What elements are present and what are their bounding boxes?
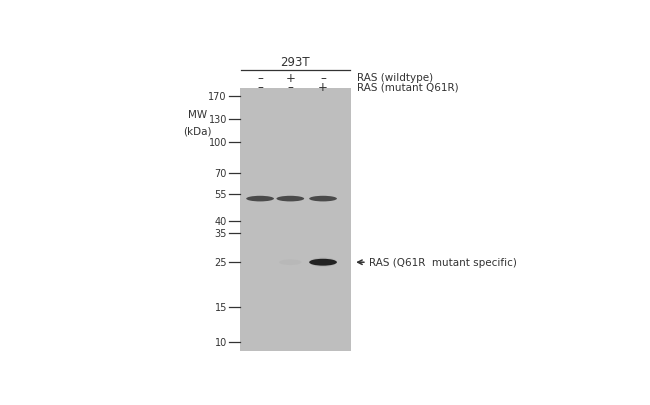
Text: –: –	[287, 81, 293, 94]
Text: 15: 15	[214, 302, 227, 312]
Text: 40: 40	[214, 217, 227, 227]
Text: 55: 55	[214, 189, 227, 199]
Ellipse shape	[276, 196, 304, 202]
Ellipse shape	[279, 260, 302, 265]
Text: 130: 130	[209, 115, 227, 125]
Text: RAS (wildtype): RAS (wildtype)	[357, 73, 433, 83]
Text: 25: 25	[214, 258, 227, 268]
Text: (kDa): (kDa)	[183, 126, 211, 136]
Bar	[240, 89, 351, 351]
Text: 10: 10	[214, 337, 227, 347]
Text: 70: 70	[214, 168, 227, 178]
Text: –: –	[320, 72, 326, 85]
Ellipse shape	[309, 259, 337, 266]
Text: MW: MW	[188, 110, 207, 120]
Text: RAS (mutant Q61R): RAS (mutant Q61R)	[357, 82, 458, 92]
Ellipse shape	[246, 196, 274, 202]
Text: –: –	[257, 81, 263, 94]
Ellipse shape	[309, 258, 337, 267]
Text: 100: 100	[209, 137, 227, 147]
Text: +: +	[285, 72, 295, 85]
Ellipse shape	[309, 196, 337, 202]
Text: 293T: 293T	[281, 56, 310, 69]
Text: 35: 35	[214, 228, 227, 239]
Text: 170: 170	[209, 92, 227, 102]
Text: RAS (Q61R  mutant specific): RAS (Q61R mutant specific)	[369, 258, 517, 268]
Text: +: +	[318, 81, 328, 94]
Text: –: –	[257, 72, 263, 85]
